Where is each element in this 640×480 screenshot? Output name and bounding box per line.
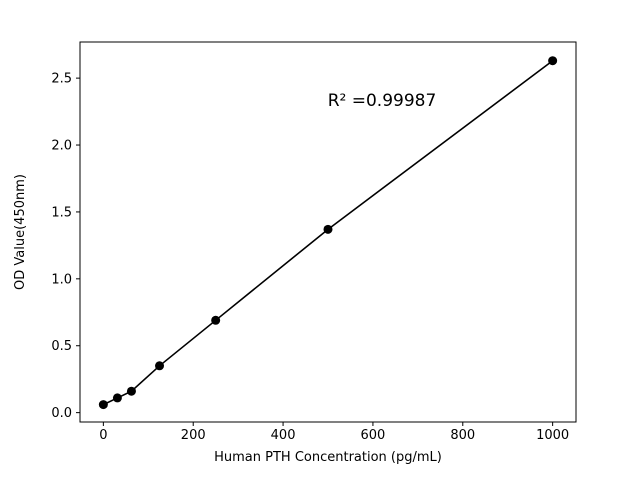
y-tick-label: 0.5: [51, 339, 72, 354]
y-tick-label: 0.0: [51, 406, 72, 421]
data-series: [98, 56, 558, 410]
data-point: [211, 315, 221, 325]
x-tick-label: 1000: [536, 428, 569, 443]
x-axis-ticks: 0 200 400 600 800 1000: [99, 422, 569, 443]
plot-border: [79, 41, 577, 423]
data-point: [323, 224, 333, 234]
y-tick-label: 2.0: [51, 139, 72, 154]
x-axis-label: Human PTH Concentration (pg/mL): [214, 450, 442, 465]
data-point: [126, 386, 136, 396]
x-tick-label: 800: [450, 428, 475, 443]
y-axis-ticks: 0.0 0.5 1.0 1.5 2.0 2.5: [51, 72, 80, 421]
data-point: [98, 400, 108, 410]
x-tick-label: 200: [181, 428, 206, 443]
y-tick-label: 1.0: [51, 272, 72, 287]
r-squared-annotation: R² =0.99987: [328, 91, 437, 111]
x-tick-label: 600: [361, 428, 386, 443]
data-point: [112, 393, 122, 403]
y-tick-label: 2.5: [51, 72, 72, 87]
y-axis-label: OD Value(450nm): [13, 174, 28, 290]
y-tick-label: 1.5: [51, 205, 72, 220]
data-point: [155, 361, 165, 371]
x-tick-label: 0: [99, 428, 107, 443]
data-point: [548, 56, 558, 66]
x-tick-label: 400: [271, 428, 296, 443]
